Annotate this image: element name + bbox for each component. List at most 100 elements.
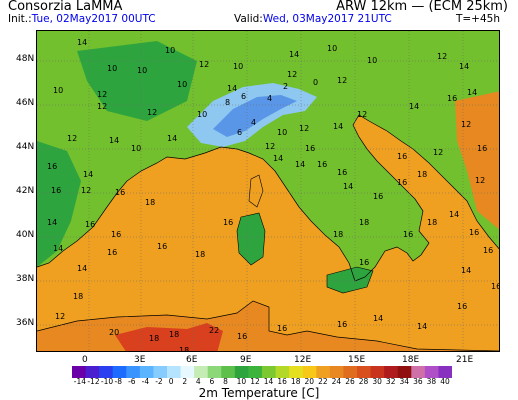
lat-label: 38N (16, 274, 35, 284)
temperature-map: 14 10 10 12 10 10 14 10 10 12 10 12 14 10 14 12 12 14 12 12… (36, 30, 500, 352)
point-value: 16 (447, 94, 457, 103)
point-value: 22 (209, 326, 219, 335)
lon-label: 0 (82, 355, 88, 365)
point-value: 0 (313, 78, 318, 87)
point-value: 16 (85, 220, 95, 229)
point-value: 16 (111, 230, 121, 239)
point-value: 16 (491, 282, 500, 291)
point-value: 10 (233, 62, 243, 71)
colorbar-segment (357, 366, 372, 378)
point-value: 16 (373, 192, 383, 201)
colorbar-segment (153, 366, 168, 378)
point-value: 16 (157, 242, 167, 251)
coastline (37, 114, 499, 282)
colorbar-segment (424, 366, 439, 378)
point-value: 12 (337, 76, 347, 85)
point-value: 10 (165, 46, 175, 55)
point-value: 18 (359, 218, 369, 227)
point-value: 10 (367, 56, 377, 65)
colorbar-label: -12 (87, 377, 100, 386)
colorbar-segment (316, 366, 331, 378)
balkans-warm (455, 91, 499, 230)
colorbar-label: -14 (73, 377, 87, 386)
africa-coastline (37, 300, 499, 351)
colorbar-label: 4 (195, 377, 201, 386)
point-value: 12 (433, 148, 443, 157)
point-value: 12 (437, 52, 447, 61)
colorbar-label: 30 (372, 377, 382, 386)
point-value: 14 (373, 314, 383, 323)
point-value: 16 (115, 188, 125, 197)
colorbar-segment (329, 366, 344, 378)
point-value: 18 (195, 250, 205, 259)
point-value: 18 (179, 346, 189, 352)
colorbar-label: 36 (413, 377, 423, 386)
point-value: 10 (277, 128, 287, 137)
point-value: 10 (53, 86, 63, 95)
lon-label: 15E (348, 355, 366, 365)
lon-label: 9E (240, 355, 252, 365)
point-value: 12 (55, 312, 65, 321)
colorbar-label: 40 (440, 377, 450, 386)
point-value: 16 (457, 302, 467, 311)
point-value: 18 (149, 334, 159, 343)
colorbar-label: -8 (114, 377, 122, 386)
colorbar-segment (126, 366, 141, 378)
colorbar-label: 34 (399, 377, 410, 386)
iberia-green (37, 141, 81, 267)
point-value: 10 (327, 44, 337, 53)
point-value: 14 (167, 134, 177, 143)
colorbar-segment (180, 366, 195, 378)
colorbar-label: 20 (304, 377, 315, 386)
colorbar-segment (234, 366, 249, 378)
point-value: 12 (299, 124, 309, 133)
colorbar-segment (370, 366, 385, 378)
colorbar-segment (397, 366, 412, 378)
colorbar-label: 28 (358, 377, 369, 386)
sicily (326, 266, 374, 294)
lon-label: 12E (294, 355, 312, 365)
point-value: 16 (469, 228, 479, 237)
colorbar-label: 18 (290, 377, 301, 386)
point-value: 6 (237, 128, 242, 137)
point-value: 14 (409, 102, 419, 111)
colorbar-segment (384, 366, 399, 378)
point-value: 18 (427, 218, 437, 227)
point-value: 2 (283, 82, 288, 91)
point-value: 6 (241, 92, 246, 101)
point-value: 14 (289, 50, 299, 59)
point-value: 12 (81, 186, 91, 195)
colorbar-label: 32 (385, 377, 396, 386)
point-value: 12 (67, 134, 77, 143)
colorbar-segment (99, 366, 114, 378)
point-value: 18 (73, 292, 83, 301)
point-value: 14 (295, 160, 305, 169)
colorbar-segment (343, 366, 358, 378)
point-value: 16 (317, 160, 327, 169)
init-value: Tue, 02May2017 00UTC (31, 13, 156, 25)
sardinia (236, 212, 266, 266)
point-value: 8 (225, 98, 230, 107)
point-value: 14 (53, 244, 63, 253)
point-value: 16 (107, 248, 117, 257)
point-value: 16 (483, 246, 493, 255)
colorbar-label: -10 (100, 377, 114, 386)
colorbar-segment (411, 366, 426, 378)
model-title: ARW 12km — (ECM 25km) (336, 0, 508, 14)
graticule (37, 31, 499, 351)
alpine-core (213, 95, 297, 137)
point-value: 12 (147, 108, 157, 117)
init-prefix: Init.: (8, 13, 32, 25)
point-value: 4 (267, 94, 272, 103)
lon-label: 18E (402, 355, 420, 365)
point-value: 10 (197, 110, 207, 119)
point-value: 16 (277, 324, 287, 333)
lat-label: 48N (16, 54, 35, 64)
colorbar-label: 10 (236, 377, 247, 386)
point-value: 14 (459, 62, 469, 71)
colorbar-label: 0 (168, 377, 174, 386)
lead-time: T=+45h (455, 13, 500, 25)
point-value: 10 (131, 144, 141, 153)
point-value: 16 (305, 144, 315, 153)
point-value: 12 (265, 142, 275, 151)
